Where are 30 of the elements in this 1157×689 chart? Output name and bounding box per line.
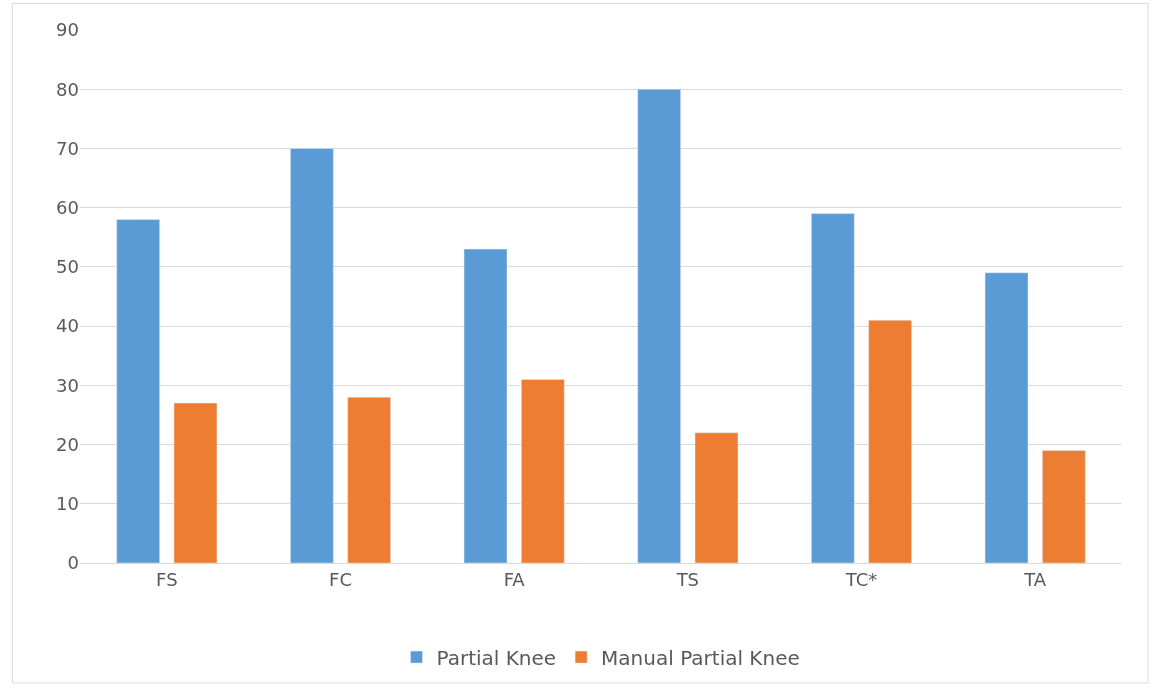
bar	[1042, 450, 1086, 563]
y-tick-label: 70	[56, 137, 79, 159]
y-tick-label: 50	[56, 256, 79, 278]
bar	[984, 272, 1029, 563]
y-tick-label: 10	[56, 493, 79, 515]
x-tick-label: TS	[675, 568, 700, 590]
bar	[811, 213, 855, 563]
bar	[463, 248, 508, 563]
bar	[637, 88, 681, 563]
y-tick-label: 40	[56, 315, 79, 337]
bar	[116, 219, 160, 563]
legend-label: Manual Partial Knee	[601, 645, 800, 670]
y-tick-label: 80	[56, 78, 79, 100]
bar	[290, 148, 334, 563]
bar	[347, 396, 391, 563]
x-tick-label: TC*	[844, 568, 878, 590]
bar	[173, 402, 218, 563]
y-tick-label: 30	[56, 374, 79, 396]
bar	[521, 379, 565, 563]
y-tick-label: 60	[56, 196, 79, 218]
y-tick-label: 90	[56, 19, 79, 41]
y-tick-label: 0	[67, 552, 79, 574]
legend-label: Partial Knee	[436, 645, 557, 670]
y-tick-label: 20	[56, 433, 79, 455]
bar	[868, 319, 912, 563]
x-tick-label: FS	[156, 568, 178, 590]
x-tick-label: FC	[329, 568, 352, 590]
x-tick-label: TA	[1023, 568, 1047, 590]
x-tick-label: FA	[503, 568, 526, 590]
bar	[694, 432, 739, 563]
